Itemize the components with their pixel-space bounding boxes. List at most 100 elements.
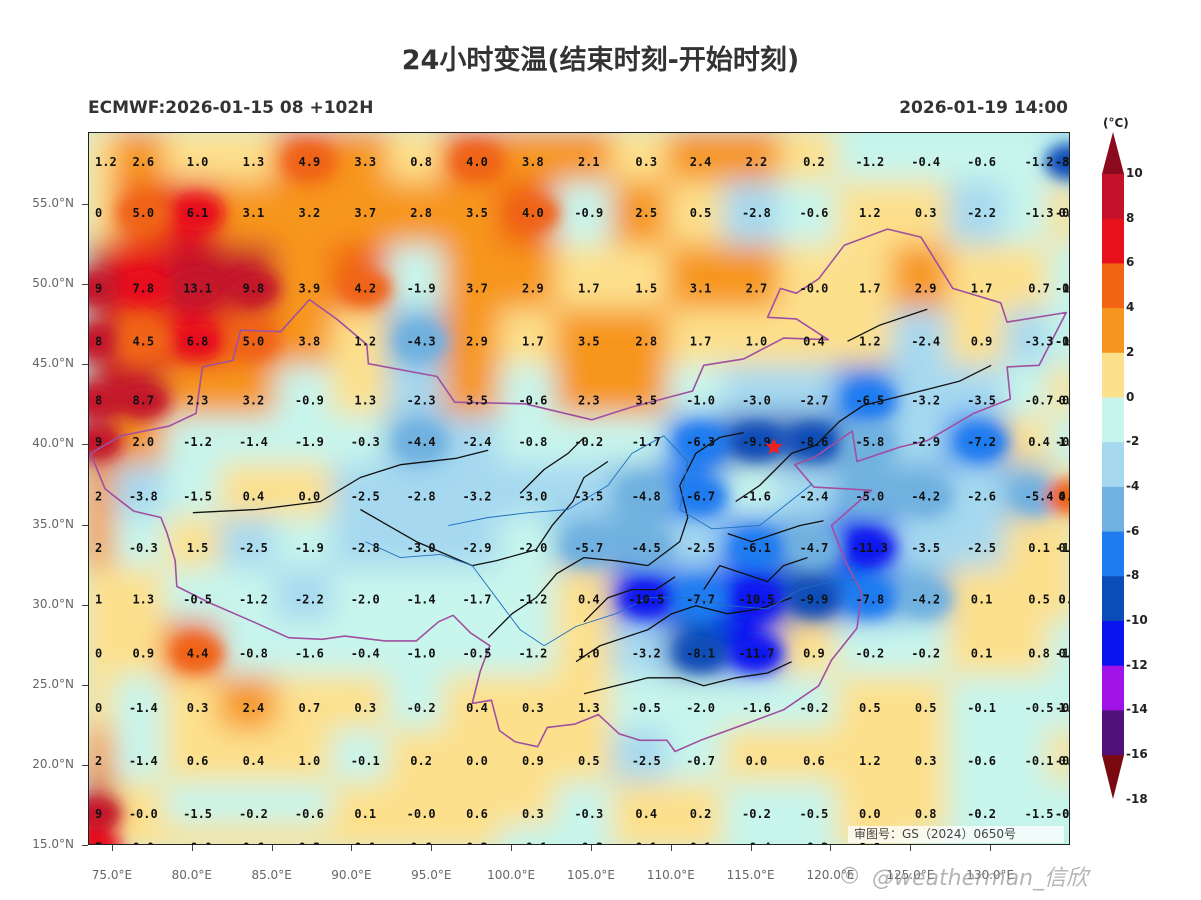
province-boundary [703, 556, 808, 590]
grid-value-label: 1.0 [1059, 701, 1070, 715]
grid-value-label: 1.2 [859, 206, 881, 220]
province-boundary [583, 576, 676, 623]
grid-value-label: -2.9 [463, 541, 492, 555]
grid-value-label: 4.0 [466, 155, 488, 169]
grid-value-label: -1.7 [463, 592, 492, 606]
grid-value-label: -0.4 [351, 647, 380, 661]
grid-value-label: -0.9 [574, 206, 603, 220]
grid-value-label: -8.6 [799, 435, 828, 449]
grid-value-label: 2.7 [746, 281, 768, 295]
colorbar-segment [1102, 308, 1124, 354]
colorbar-segment [1102, 442, 1124, 488]
field-cell [113, 824, 177, 844]
grid-value-label: 4.4 [187, 647, 209, 661]
colorbar-tick-label: -6 [1126, 523, 1140, 538]
grid-value-label: 0.7 [1028, 281, 1050, 295]
grid-value-label: -0.1 [518, 841, 547, 845]
grid-value-label: 3.2 [299, 206, 321, 220]
field-blob [117, 195, 170, 232]
weibo-watermark-icon: ◎ [840, 862, 860, 887]
grid-value-label: 0.3 [915, 206, 937, 220]
grid-value-label: 0.0 [299, 490, 321, 504]
map-panel: 1.2 2.6 1.0 1.3 4.9 3.3 0.8 4.0 3.8 2.1 0.3 2.4 2.2 0… [88, 132, 1070, 845]
grid-value-label: 0.5 [1059, 592, 1070, 606]
grid-value-label: -2.0 [351, 592, 380, 606]
colorbar-tick-label: -14 [1126, 702, 1148, 717]
grid-value-label: -11.3 [852, 541, 888, 555]
field-blob [843, 581, 896, 618]
province-boundary [360, 460, 609, 567]
grid-value-label: 0.4 [243, 490, 265, 504]
grid-value-label: 2.9 [466, 334, 488, 348]
x-tick [670, 845, 672, 851]
colorbar-extend-max [1102, 132, 1124, 174]
field-cell [1048, 516, 1069, 580]
grid-value-label: -3.5 [967, 394, 996, 408]
grid-value-label: 2.9 [915, 281, 937, 295]
field-blob [171, 270, 224, 307]
grid-value-label: -1.2 [183, 435, 212, 449]
grid-value-label: 3.3 [354, 155, 376, 169]
grid-value-label: 13.1 [183, 281, 212, 295]
field-cell [1048, 244, 1069, 321]
x-tick [830, 845, 832, 851]
grid-value-label: 0.8 [1028, 647, 1050, 661]
grid-value-label: 9 [95, 281, 102, 295]
y-tick-label: 15.0°N [32, 837, 74, 851]
grid-value-label: -6.1 [742, 541, 771, 555]
x-tick [511, 845, 513, 851]
y-tick-label: 40.0°N [32, 436, 74, 451]
field-blob [451, 143, 504, 180]
grid-value-label: 1.0 [578, 647, 600, 661]
grid-value-label: -0.2 [742, 807, 771, 821]
x-tick [990, 845, 992, 851]
grid-value-label: -0.6 [295, 807, 324, 821]
grid-value-label: -0.0 [183, 841, 212, 845]
grid-value-label: -0.2 [799, 841, 828, 845]
grid-value-label: -2.8 [407, 490, 436, 504]
field-cell [275, 824, 344, 844]
grid-value-label: 3.8 [299, 334, 321, 348]
grid-value-label: -0.0 [407, 807, 436, 821]
beijing-marker [765, 438, 783, 455]
grid-value-label: 0.4 [466, 701, 488, 715]
colorbar-tick-label: 8 [1126, 210, 1135, 225]
grid-value-label: 0.3 [522, 701, 544, 715]
grid-value-label: 6.1 [187, 206, 209, 220]
grid-value-label: 0.4 [578, 592, 600, 606]
grid-value-label: 0.8 [1059, 592, 1070, 606]
grid-value-label: -2.5 [239, 541, 268, 555]
grid-value-label: -0.1 [1025, 754, 1054, 768]
grid-value-label: -2.6 [967, 490, 996, 504]
grid-value-label: 0.5 [578, 754, 600, 768]
province-boundary [847, 308, 928, 342]
grid-value-label: 1.0 [746, 334, 768, 348]
grid-value-label: 9.8 [243, 281, 265, 295]
field-cell [1048, 415, 1069, 476]
grid-value-label: 0.6 [243, 841, 265, 845]
y-tick [82, 604, 88, 606]
y-tick [82, 364, 88, 366]
grid-value-label: 2.6 [132, 155, 154, 169]
grid-value-label: 0.1 [971, 592, 993, 606]
grid-value-label: 2.9 [522, 281, 544, 295]
grid-value-label: -3.0 [407, 541, 436, 555]
grid-value-label: 2.4 [690, 155, 712, 169]
grid-value-label: 1.7 [971, 281, 993, 295]
field-cell [779, 824, 848, 844]
y-tick-label: 35.0°N [32, 516, 74, 531]
grid-value-label: -1.3 [1025, 206, 1054, 220]
grid-value-label: -9.9 [799, 592, 828, 606]
grid-value-label: -6.3 [686, 435, 715, 449]
grid-value-label: -3.5 [1055, 155, 1070, 169]
field-blob [620, 478, 673, 515]
x-tick-label: 115.0°E [726, 868, 775, 882]
grid-value-label: 0.5 [1028, 592, 1050, 606]
x-tick-label: 105.0°E [567, 868, 615, 882]
colorbar-extend-min [1102, 755, 1124, 800]
grid-value-label: -2.5 [967, 541, 996, 555]
grid-value-label: 0 [95, 206, 102, 220]
grid-value-label: -0.3 [574, 807, 603, 821]
grid-value-label: -2.5 [351, 490, 380, 504]
field-blob [395, 424, 448, 461]
